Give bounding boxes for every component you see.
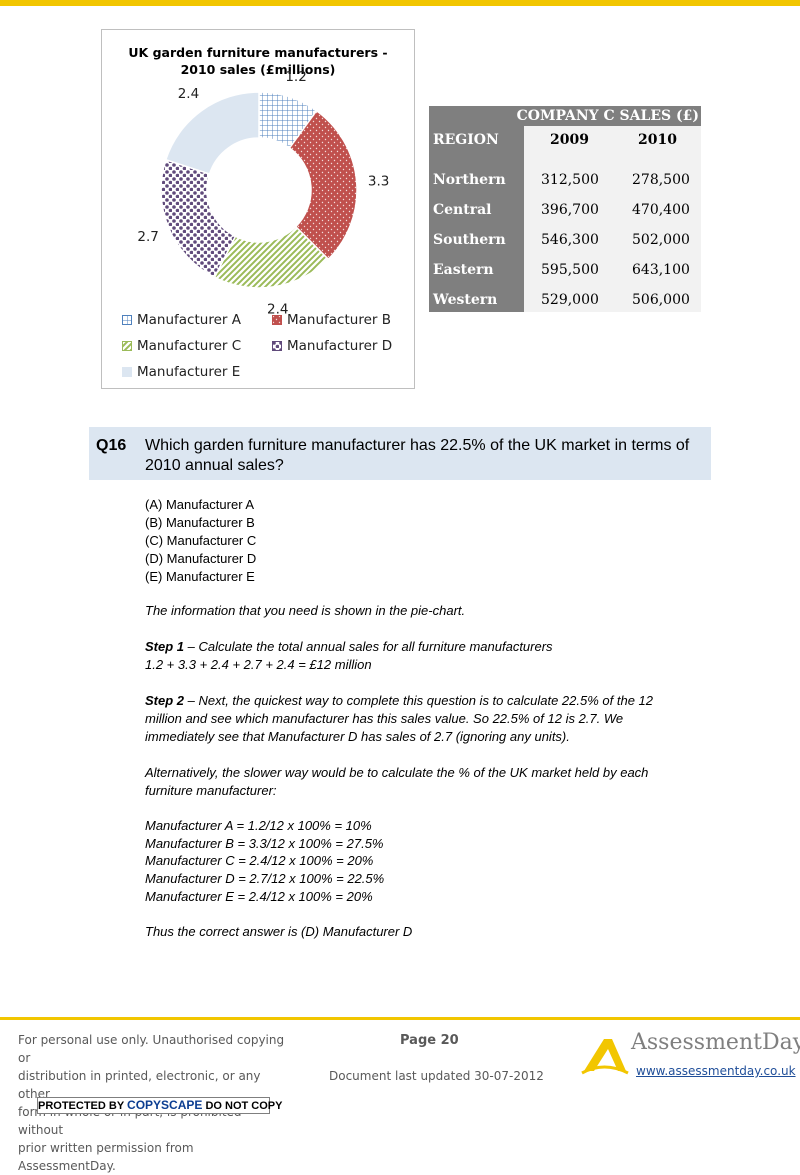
column-header-region: REGION: [433, 132, 499, 148]
step-2-line-1: – Next, the quickest way to complete thi…: [184, 693, 653, 708]
column-header-2009: 2009: [550, 132, 589, 148]
region-central: Central: [433, 202, 492, 218]
legend-swatch-manufacturer-b: [272, 315, 282, 325]
option-b: (B) Manufacturer B: [145, 515, 255, 530]
region-southern: Southern: [433, 232, 506, 248]
slice-manufacturer-e: [164, 91, 260, 175]
chart-title: UK garden furniture manufacturers - 2010…: [102, 44, 414, 78]
value-2009-southern: 546,300: [541, 232, 599, 248]
calc-manufacturer-b: Manufacturer B = 3.3/12 x 100% = 27.5%: [145, 836, 384, 851]
step-2-line-2: million and see which manufacturer has t…: [145, 711, 624, 726]
assessmentday-link[interactable]: www.assessmentday.co.uk: [636, 1064, 796, 1078]
value-2010-eastern: 643,100: [632, 262, 690, 278]
chart-plot: 1.2 3.3 2.4 2.7 2.4: [137, 69, 389, 318]
conclusion: Thus the correct answer is (D) Manufactu…: [145, 924, 413, 939]
doughnut-chart: UK garden furniture manufacturers - 2010…: [101, 29, 415, 389]
step-1-text: – Calculate the total annual sales for a…: [184, 639, 553, 654]
column-header-2010: 2010: [638, 132, 677, 148]
question-text: Which garden furniture manufacturer has …: [145, 437, 690, 474]
value-2010-western: 506,000: [632, 292, 690, 308]
chart-title-line-2: 2010 sales (£millions): [180, 62, 336, 77]
explanation-intro: The information that you need is shown i…: [145, 603, 466, 618]
slice-manufacturer-b: [288, 109, 358, 261]
legend-swatch-manufacturer-d: [272, 341, 282, 351]
option-d: (D) Manufacturer D: [145, 551, 257, 566]
legend-label-manufacturer-e: Manufacturer E: [137, 364, 241, 380]
chart-title-line-1: UK garden furniture manufacturers -: [128, 45, 388, 60]
copyscape-badge[interactable]: PROTECTED BY COPYSCAPE DO NOT COPY: [37, 1097, 282, 1114]
step-1: Step 1 – Calculate the total annual sale…: [145, 638, 553, 656]
table-header-band: [429, 106, 701, 126]
slice-manufacturer-d: [160, 158, 237, 279]
copyscape-post: DO NOT COPY: [202, 1100, 283, 1112]
notice-line-2: distribution in printed, electronic, or …: [18, 1069, 261, 1101]
legend-swatch-manufacturer-e: [122, 367, 132, 377]
legend-manufacturer-b: Manufacturer B: [272, 312, 391, 328]
value-2010-southern: 502,000: [632, 232, 690, 248]
value-2010-northern: 278,500: [632, 172, 690, 188]
data-label-manufacturer-a: 1.2: [285, 69, 306, 85]
table-values-area: [524, 126, 701, 312]
value-2010-central: 470,400: [632, 202, 690, 218]
legend-label-manufacturer-b: Manufacturer B: [287, 312, 391, 328]
calc-manufacturer-e: Manufacturer E = 2.4/12 x 100% = 20%: [145, 889, 373, 904]
legend-swatch-manufacturer-c: [122, 341, 132, 351]
step-2-line-3: immediately see that Manufacturer D has …: [145, 729, 570, 744]
option-e: (E) Manufacturer E: [145, 569, 255, 584]
question-banner: [89, 427, 711, 480]
step-2: Step 2 – Next, the quickest way to compl…: [145, 692, 653, 710]
legend-manufacturer-a: Manufacturer A: [122, 312, 241, 328]
value-2009-central: 396,700: [541, 202, 599, 218]
legend-manufacturer-c: Manufacturer C: [122, 338, 241, 354]
top-accent-bar: [0, 0, 800, 6]
assessmentday-logo-text: AssessmentDay: [631, 1030, 800, 1055]
step-1-calculation: 1.2 + 3.3 + 2.4 + 2.7 + 2.4 = £12 millio…: [145, 657, 372, 672]
legend-swatch-manufacturer-a: [122, 315, 132, 325]
notice-line-4: prior written permission from Assessment…: [18, 1141, 194, 1173]
step-2-label: Step 2: [145, 693, 185, 708]
legend-label-manufacturer-d: Manufacturer D: [287, 338, 393, 354]
calc-manufacturer-d: Manufacturer D = 2.7/12 x 100% = 22.5%: [145, 871, 385, 886]
region-eastern: Eastern: [433, 262, 494, 278]
data-label-manufacturer-d: 2.7: [137, 229, 158, 245]
option-c: (C) Manufacturer C: [145, 533, 257, 548]
legend-manufacturer-d: Manufacturer D: [272, 338, 392, 354]
calc-manufacturer-a: Manufacturer A = 1.2/12 x 100% = 10%: [145, 818, 372, 833]
copyscape-brand: COPYSCAPE: [127, 1098, 203, 1112]
notice-line-1: For personal use only. Unauthorised copy…: [18, 1033, 285, 1065]
region-western: Western: [433, 292, 498, 308]
data-label-manufacturer-e: 2.4: [178, 86, 199, 102]
alternative-line-2: furniture manufacturer:: [145, 783, 277, 798]
question-number: Q16: [96, 437, 127, 454]
step-1-label: Step 1: [145, 639, 185, 654]
copyscape-pre: PROTECTED BY: [38, 1100, 128, 1112]
company-c-sales-table: COMPANY C SALES (£) REGION 2009 2010 Nor…: [429, 106, 701, 312]
footer-accent-bar: [0, 1017, 800, 1020]
calc-manufacturer-c: Manufacturer C = 2.4/12 x 100% = 20%: [145, 853, 374, 868]
legend-label-manufacturer-a: Manufacturer A: [137, 312, 241, 328]
page-number: Page 20: [400, 1033, 459, 1048]
table-title: COMPANY C SALES (£): [516, 108, 699, 124]
last-updated: Document last updated 30-07-2012: [329, 1069, 544, 1083]
table-region-column: [429, 126, 524, 312]
value-2009-western: 529,000: [541, 292, 599, 308]
legend-manufacturer-e: Manufacturer E: [122, 364, 240, 380]
value-2009-eastern: 595,500: [541, 262, 599, 278]
data-label-manufacturer-c: 2.4: [267, 302, 288, 318]
assessmentday-logo-icon: [581, 1039, 629, 1075]
value-2009-northern: 312,500: [541, 172, 599, 188]
legend-label-manufacturer-c: Manufacturer C: [137, 338, 242, 354]
option-a: (A) Manufacturer A: [145, 497, 255, 512]
alternative-line-1: Alternatively, the slower way would be t…: [145, 765, 649, 780]
region-northern: Northern: [433, 172, 506, 188]
data-label-manufacturer-b: 3.3: [368, 174, 389, 190]
